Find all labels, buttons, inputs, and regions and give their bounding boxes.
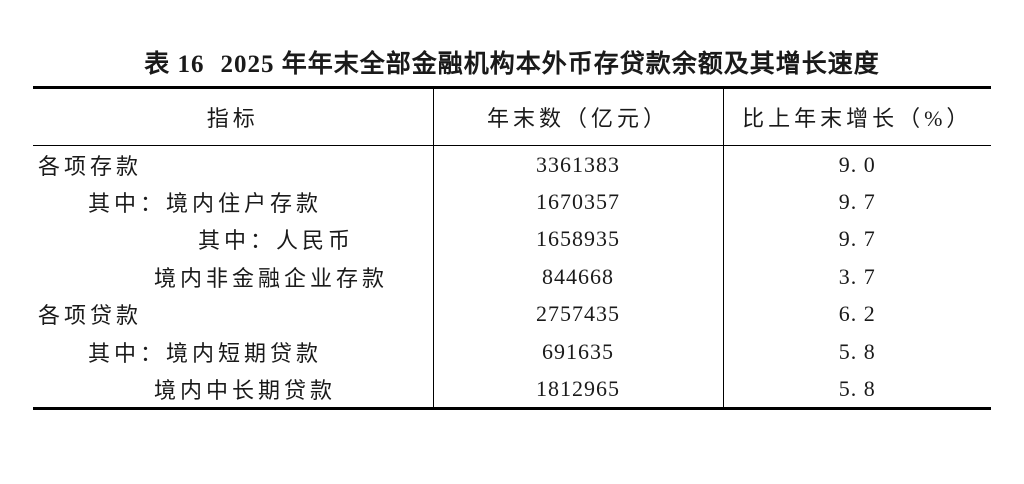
growth-cell: 6. 2 bbox=[722, 295, 991, 333]
table-row: 其中：境内住户存款 1670357 9. 7 bbox=[33, 183, 991, 221]
growth-cell: 9. 7 bbox=[722, 183, 991, 221]
value-cell: 691635 bbox=[432, 333, 723, 371]
table-row: 其中：人民币 1658935 9. 7 bbox=[33, 220, 991, 258]
value-cell: 2757435 bbox=[432, 295, 723, 333]
table-number: 表 16 bbox=[144, 51, 205, 78]
column-header-indicator: 指标 bbox=[33, 87, 433, 146]
indicator-cell: 其中：境内住户存款 bbox=[88, 190, 323, 216]
indicator-cell: 其中：境内短期贷款 bbox=[88, 340, 323, 366]
value-cell: 1658935 bbox=[432, 220, 723, 258]
indicator-cell: 各项存款 bbox=[38, 153, 143, 179]
header-row: 指标 年末数（亿元） 比上年末增长（%） bbox=[33, 87, 991, 146]
table-row: 境内中长期贷款 1812965 5. 8 bbox=[33, 370, 991, 408]
value-cell: 3361383 bbox=[432, 145, 723, 183]
table-title-text: 2025 年年末全部金融机构本外币存贷款余额及其增长速度 bbox=[220, 51, 880, 78]
table-row: 各项贷款 2757435 6. 2 bbox=[33, 295, 991, 333]
table-row: 境内非金融企业存款 844668 3. 7 bbox=[33, 258, 991, 296]
indicator-cell: 各项贷款 bbox=[38, 303, 143, 329]
indicator-cell: 境内中长期贷款 bbox=[154, 377, 337, 403]
value-cell: 844668 bbox=[432, 258, 723, 296]
growth-cell: 5. 8 bbox=[722, 333, 991, 371]
indicator-cell: 其中：人民币 bbox=[198, 228, 355, 254]
deposits-loans-table: 指标 年末数（亿元） 比上年末增长（%） 各项存款 3361383 9. 0 其… bbox=[33, 86, 991, 410]
growth-cell: 9. 7 bbox=[722, 220, 991, 258]
value-cell: 1812965 bbox=[432, 370, 723, 408]
column-header-growth: 比上年末增长（%） bbox=[722, 87, 991, 146]
growth-cell: 3. 7 bbox=[722, 258, 991, 296]
value-cell: 1670357 bbox=[432, 183, 723, 221]
table-title: 表 16 2025 年年末全部金融机构本外币存贷款余额及其增长速度 bbox=[0, 44, 1024, 80]
table-row: 其中：境内短期贷款 691635 5. 8 bbox=[33, 333, 991, 371]
indicator-cell: 境内非金融企业存款 bbox=[154, 265, 389, 291]
growth-cell: 9. 0 bbox=[722, 145, 991, 183]
table-row: 各项存款 3361383 9. 0 bbox=[33, 145, 991, 183]
column-header-value: 年末数（亿元） bbox=[432, 87, 723, 146]
growth-cell: 5. 8 bbox=[722, 370, 991, 408]
